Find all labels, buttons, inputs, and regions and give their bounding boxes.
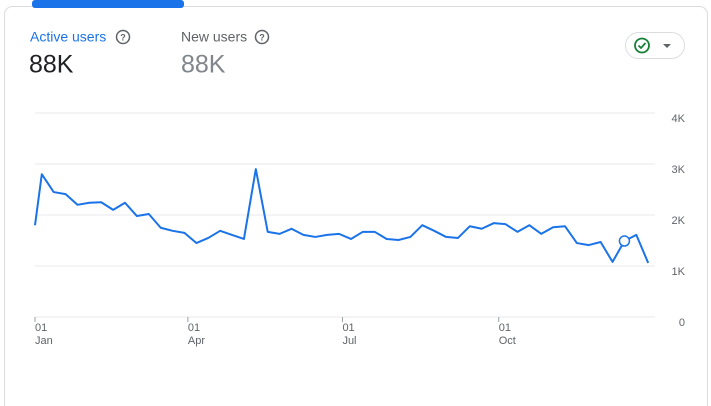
svg-text:?: ? (120, 32, 126, 42)
x-tick-sublabel: Apr (188, 335, 205, 347)
metric-label[interactable]: Active users (30, 29, 106, 45)
x-tick-sublabel: Jan (35, 335, 53, 347)
point-marker (618, 235, 631, 247)
x-tick-label: 01 (35, 322, 47, 334)
status-dropdown[interactable] (625, 32, 685, 59)
metric-label[interactable]: New users (181, 29, 247, 45)
x-tick-sublabel: Oct (499, 335, 516, 347)
y-tick-label: 2K (672, 215, 686, 227)
active-tab[interactable] (32, 0, 184, 8)
y-tick-label: 3K (672, 164, 686, 176)
x-tick-label: 01 (342, 322, 354, 334)
y-tick-label: 1K (672, 266, 686, 278)
card-border (4, 6, 708, 406)
x-tick-label: 01 (499, 322, 511, 334)
y-tick-label: 0 (679, 317, 685, 329)
svg-text:?: ? (259, 32, 265, 42)
metric-value: 88K (29, 51, 74, 79)
x-tick-label: 01 (188, 322, 200, 334)
help-icon[interactable]: ? (254, 29, 270, 45)
help-icon[interactable]: ? (115, 29, 131, 45)
x-tick-sublabel: Jul (342, 335, 356, 347)
data-line (34, 168, 650, 264)
y-tick-label: 4K (672, 113, 686, 125)
metric-value: 88K (181, 51, 226, 79)
